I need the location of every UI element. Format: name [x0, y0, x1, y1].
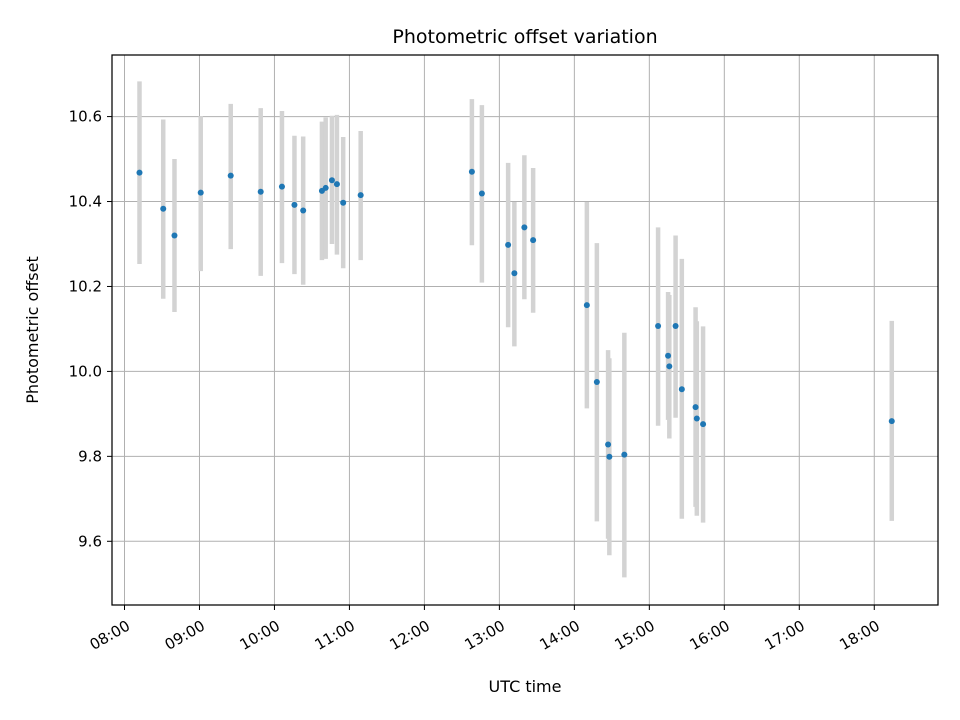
data-point — [505, 241, 512, 248]
data-point — [700, 421, 707, 428]
data-point — [171, 232, 178, 239]
y-tick-label: 9.8 — [78, 447, 102, 465]
chart-title: Photometric offset variation — [392, 26, 657, 48]
data-point — [511, 270, 518, 277]
y-tick-label: 10.6 — [69, 108, 102, 126]
plot-frame — [111, 54, 939, 606]
y-tick-label: 10.4 — [69, 193, 102, 211]
data-point — [227, 172, 234, 179]
data-point — [606, 453, 613, 460]
data-point — [357, 192, 364, 199]
data-point — [521, 224, 528, 231]
data-point — [278, 183, 285, 190]
data-point — [468, 168, 475, 175]
data-point — [655, 322, 662, 329]
y-axis-title: Photometric offset — [23, 256, 42, 404]
x-axis-title: UTC time — [489, 677, 562, 696]
y-tick-label: 9.6 — [78, 532, 102, 550]
data-point — [530, 237, 537, 244]
data-point — [678, 386, 685, 393]
data-point — [322, 184, 329, 191]
data-point — [583, 302, 590, 309]
data-point — [593, 379, 600, 386]
data-point — [672, 322, 679, 329]
data-point — [621, 451, 628, 458]
data-point — [197, 189, 204, 196]
data-point — [605, 441, 612, 448]
data-point — [291, 201, 298, 208]
data-point — [257, 188, 264, 195]
data-point — [160, 205, 167, 212]
data-point — [665, 352, 672, 359]
data-point — [340, 199, 347, 206]
data-point — [888, 418, 895, 425]
data-point — [136, 169, 143, 176]
y-tick-label: 10.0 — [69, 362, 102, 380]
data-point — [333, 181, 340, 188]
data-point — [692, 404, 699, 411]
data-point — [666, 363, 673, 370]
data-point — [478, 190, 485, 197]
y-tick-label: 10.2 — [69, 277, 102, 295]
y-axis: 9.6 9.8 10.0 10.2 10.4 10.6 — [69, 108, 112, 550]
data-points — [136, 168, 895, 460]
data-point — [328, 177, 335, 184]
data-point — [300, 207, 307, 214]
data-point — [693, 415, 700, 422]
